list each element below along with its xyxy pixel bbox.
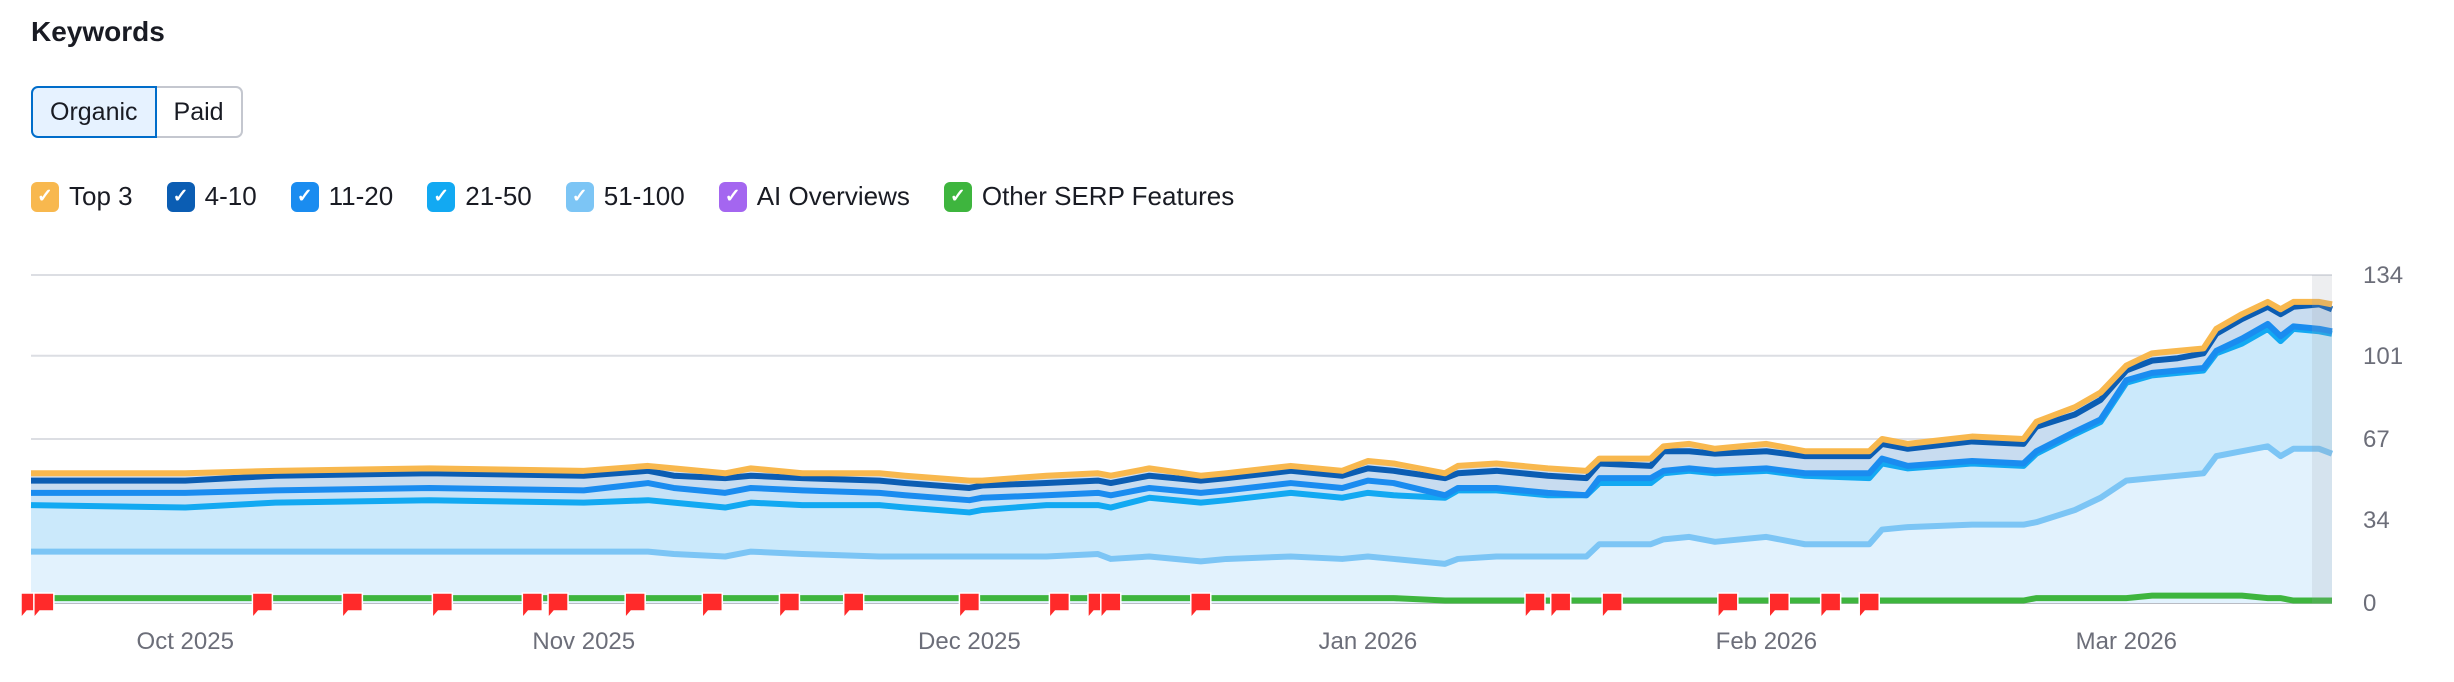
note-flag-icon[interactable] bbox=[341, 592, 364, 621]
checkbox-icon[interactable]: ✓ bbox=[718, 181, 747, 212]
checkbox-icon[interactable]: ✓ bbox=[166, 181, 195, 212]
line-11-20 bbox=[31, 320, 2333, 504]
organic-paid-toggle: Organic Paid bbox=[31, 86, 243, 138]
line-top-3 bbox=[31, 298, 2333, 484]
checkbox-icon[interactable]: ✓ bbox=[290, 181, 319, 212]
legend-label: 4-10 bbox=[204, 181, 257, 211]
line-other-serp-features bbox=[31, 592, 2332, 604]
legend-label: AI Overviews bbox=[756, 181, 910, 211]
note-flag-icon[interactable] bbox=[842, 592, 865, 621]
note-flag-icon[interactable] bbox=[1819, 592, 1842, 621]
note-flag-icon[interactable] bbox=[431, 592, 454, 621]
line-4-10 bbox=[31, 301, 2334, 491]
note-flag-icon[interactable] bbox=[1549, 592, 1572, 621]
line-51-100 bbox=[31, 443, 2334, 567]
checkbox-icon[interactable]: ✓ bbox=[31, 181, 59, 212]
legend-item-ai-overviews[interactable]: ✓ AI Overviews bbox=[718, 181, 910, 212]
note-flag-icon[interactable] bbox=[1717, 592, 1739, 621]
legend-item-51-100[interactable]: ✓ 51-100 bbox=[565, 181, 685, 212]
y-tick-label: 0 bbox=[2363, 590, 2376, 617]
note-flag-icon[interactable] bbox=[778, 592, 801, 621]
legend-item-top-3[interactable]: ✓ Top 3 bbox=[31, 181, 133, 212]
note-flag-icon[interactable] bbox=[624, 592, 646, 621]
legend-item-11-20[interactable]: ✓ 11-20 bbox=[290, 181, 394, 212]
x-tick-label: Jan 2026 bbox=[1319, 628, 1418, 655]
note-flag-icon[interactable] bbox=[547, 592, 569, 621]
note-flag-icon[interactable] bbox=[1048, 592, 1071, 621]
note-flag-icon[interactable] bbox=[701, 592, 724, 621]
paid-tab[interactable]: Paid bbox=[156, 86, 243, 138]
legend-label: Top 3 bbox=[69, 181, 133, 211]
y-tick-label: 101 bbox=[2363, 343, 2403, 370]
y-tick-label: 67 bbox=[2363, 426, 2390, 453]
x-tick-label: Dec 2025 bbox=[918, 628, 1021, 655]
legend-label: 51-100 bbox=[603, 181, 685, 211]
legend-item-4-10[interactable]: ✓ 4-10 bbox=[166, 181, 257, 212]
area-4-10 bbox=[31, 304, 2332, 501]
note-flag-icon[interactable] bbox=[1190, 592, 1212, 621]
x-tick-label: Oct 2025 bbox=[137, 628, 234, 655]
note-flag-icon[interactable] bbox=[1601, 592, 1623, 621]
section-title: Keywords bbox=[31, 16, 165, 47]
area-51-100 bbox=[31, 446, 2332, 603]
legend-label: 21-50 bbox=[465, 181, 532, 211]
hover-strip bbox=[2312, 275, 2332, 603]
legend-label: 11-20 bbox=[328, 181, 394, 211]
y-tick-label: 134 bbox=[2363, 262, 2403, 289]
note-flag-icon[interactable] bbox=[1858, 592, 1880, 621]
chart-legend: ✓ Top 3 ✓ 4-10 ✓ 11-20 ✓ 21-50 ✓ 51-100 ✓ AI Overvi… bbox=[31, 181, 1234, 212]
checkbox-icon[interactable]: ✓ bbox=[565, 181, 594, 212]
checkbox-icon[interactable]: ✓ bbox=[427, 181, 456, 212]
organic-tab[interactable]: Organic bbox=[31, 86, 157, 138]
x-tick-label: Nov 2025 bbox=[532, 628, 635, 655]
legend-label: Other SERP Features bbox=[981, 181, 1235, 211]
note-flag-icon[interactable] bbox=[958, 592, 981, 621]
legend-item-21-50[interactable]: ✓ 21-50 bbox=[427, 181, 532, 212]
note-flag-icon[interactable] bbox=[1524, 592, 1546, 621]
area-21-50 bbox=[31, 328, 2332, 564]
note-flag-icon[interactable] bbox=[1100, 592, 1122, 621]
note-flag-icon[interactable] bbox=[33, 592, 55, 621]
legend-item-other-serp-features[interactable]: ✓ Other SERP Features bbox=[943, 181, 1235, 212]
checkbox-icon[interactable]: ✓ bbox=[943, 181, 972, 212]
note-flag-icon[interactable] bbox=[1768, 592, 1790, 621]
x-tick-label: Feb 2026 bbox=[1716, 628, 1817, 655]
note-flag-icon[interactable] bbox=[521, 592, 544, 621]
x-tick-label: Mar 2026 bbox=[2076, 628, 2177, 655]
y-tick-label: 34 bbox=[2363, 507, 2390, 534]
note-flag-icon[interactable] bbox=[251, 592, 274, 621]
